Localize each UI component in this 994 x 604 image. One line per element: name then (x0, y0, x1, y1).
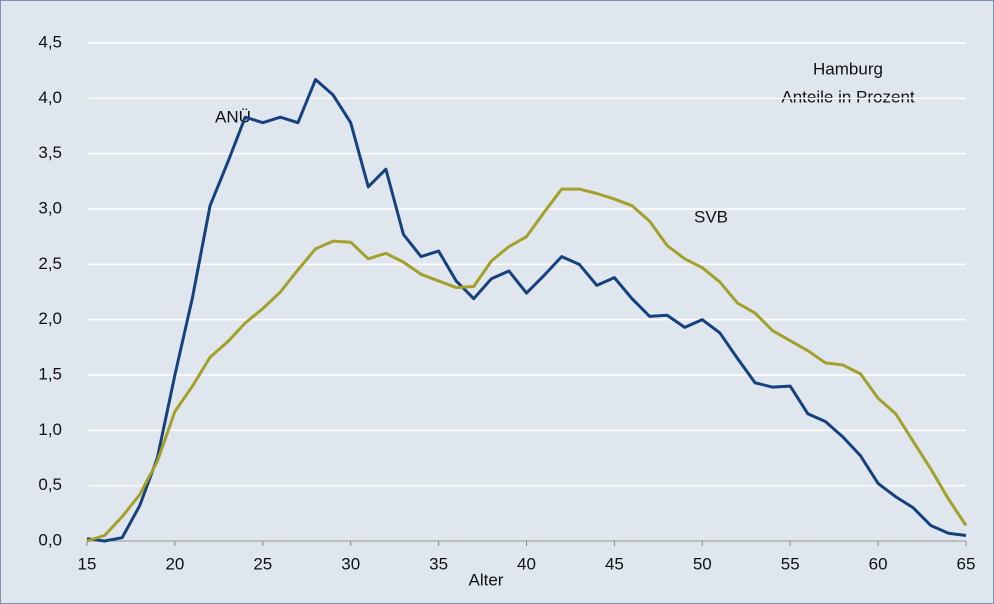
y-tick-label: 4,0 (38, 88, 62, 107)
series-label: SVB (694, 207, 728, 226)
y-tick-label: 0,5 (38, 475, 62, 494)
x-tick-label: 30 (341, 554, 360, 573)
y-tick-label: 1,5 (38, 364, 62, 383)
annotation: Hamburg (813, 59, 883, 78)
x-tick-label: 55 (781, 554, 800, 573)
x-tick-label: 35 (429, 554, 448, 573)
x-tick-label: 50 (693, 554, 712, 573)
annotation: Anteile in Prozent (781, 87, 915, 106)
x-tick-label: 60 (869, 554, 888, 573)
y-tick-label: 2,0 (38, 309, 62, 328)
x-tick-label: 15 (78, 554, 97, 573)
line-series (86, 78, 967, 543)
x-tick-label: 25 (253, 554, 272, 573)
y-tick-label: 3,5 (38, 143, 62, 162)
y-tick-label: 2,5 (38, 254, 62, 273)
y-tick-label: 3,0 (38, 198, 62, 217)
x-tick-label: 40 (517, 554, 536, 573)
y-tick-label: 1,0 (38, 420, 62, 439)
x-tick-label: 20 (165, 554, 184, 573)
x-axis-label: Alter (469, 570, 504, 589)
line-series (86, 187, 968, 543)
x-tick-label: 45 (605, 554, 624, 573)
y-tick-label: 4,5 (38, 32, 62, 51)
x-tick-label: 65 (957, 554, 976, 573)
y-tick-label: 0,0 (38, 530, 62, 549)
